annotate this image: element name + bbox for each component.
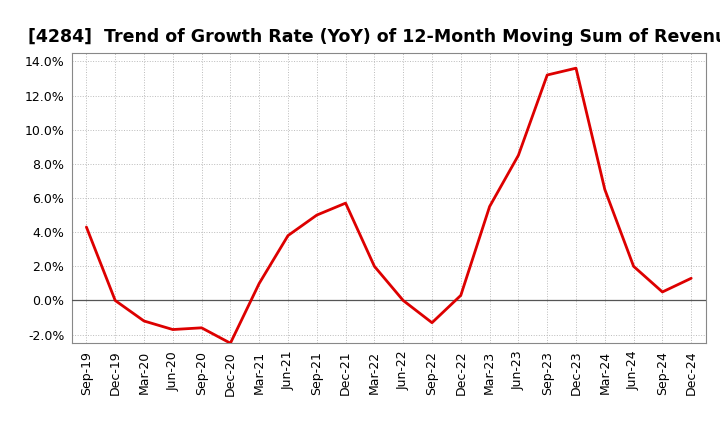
Title: [4284]  Trend of Growth Rate (YoY) of 12-Month Moving Sum of Revenues: [4284] Trend of Growth Rate (YoY) of 12-… [28,28,720,46]
